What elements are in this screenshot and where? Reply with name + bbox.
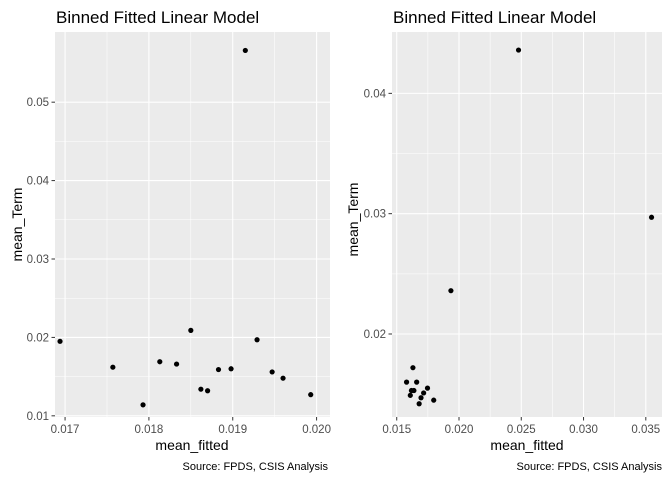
right-x-tick-label: 0.015	[382, 424, 411, 436]
chart-left-y-axis-title: mean_Term	[9, 188, 25, 262]
right-data-point	[424, 385, 431, 391]
left-y-tick-label: 0.03	[27, 254, 49, 266]
left-data-point	[173, 361, 180, 367]
left-data-point	[198, 386, 204, 392]
left-data-point	[254, 337, 260, 343]
chart-left-panel	[55, 32, 330, 417]
left-y-tick-label: 0.02	[27, 332, 49, 344]
chart-left-x-axis-title: mean_fitted	[155, 437, 228, 453]
right-data-point	[410, 365, 416, 371]
chart-left-x-ticks: 0.017 0.018 0.019 0.020	[51, 417, 331, 436]
left-x-tick-label: 0.018	[135, 424, 164, 436]
chart-right-y-axis-title: mean_Term	[345, 183, 361, 257]
right-x-tick-label: 0.025	[507, 424, 536, 436]
chart-right-x-axis-title: mean_fitted	[490, 437, 563, 453]
chart-right-title: Binned Fitted Linear Model	[393, 8, 596, 27]
right-data-point	[421, 390, 427, 396]
right-data-point	[448, 288, 454, 294]
chart-right-caption: Source: FPDS, CSIS Analysis	[517, 461, 663, 473]
right-data-point	[416, 401, 422, 407]
right-data-point	[414, 379, 420, 385]
chart-right-x-ticks: 0.015 0.020 0.025 0.030 0.035	[382, 417, 660, 436]
left-data-point	[140, 402, 146, 408]
left-data-point	[308, 392, 314, 398]
chart-left-y-ticks: 0.01 0.02 0.03 0.04 0.05	[27, 97, 55, 423]
right-x-tick-label: 0.030	[569, 424, 598, 436]
left-data-point	[57, 338, 63, 344]
right-data-point	[411, 387, 417, 394]
right-data-point	[515, 47, 522, 53]
left-y-tick-label: 0.05	[27, 97, 49, 109]
chart-right-panel	[392, 32, 662, 417]
left-data-point	[188, 327, 194, 333]
chart-right-points	[403, 47, 655, 407]
chart-left: Binned Fitted Linear Model 0.017 0.018 0.0…	[9, 8, 331, 473]
left-data-point	[157, 359, 163, 365]
chart-left-gridlines	[55, 32, 330, 417]
left-y-tick-label: 0.01	[27, 411, 49, 423]
right-data-point	[431, 397, 437, 403]
left-data-point	[110, 364, 116, 370]
chart-right-y-ticks: 0.02 0.03 0.04	[364, 88, 392, 341]
right-data-point	[403, 379, 410, 385]
chart-left-points	[57, 47, 314, 408]
left-data-point	[204, 388, 211, 394]
right-y-tick-label: 0.04	[364, 88, 387, 100]
left-data-point	[228, 366, 234, 372]
left-x-tick-label: 0.017	[51, 424, 80, 436]
left-x-tick-label: 0.020	[302, 424, 331, 436]
right-data-point	[407, 392, 413, 398]
chart-left-title: Binned Fitted Linear Model	[56, 8, 259, 27]
left-x-tick-label: 0.019	[218, 424, 247, 436]
left-data-point	[242, 47, 248, 54]
right-x-tick-label: 0.020	[445, 424, 474, 436]
left-data-point	[280, 375, 286, 381]
right-data-point	[648, 214, 655, 220]
chart-right: Binned Fitted Linear Model 0.015 0.020 0.0…	[345, 8, 662, 473]
left-data-point	[269, 369, 275, 375]
right-x-tick-label: 0.035	[631, 424, 660, 436]
right-data-point	[418, 395, 424, 401]
chart-right-gridlines	[392, 32, 662, 417]
chart-left-caption: Source: FPDS, CSIS Analysis	[183, 461, 329, 473]
right-y-tick-label: 0.03	[364, 209, 386, 221]
right-y-tick-label: 0.02	[364, 329, 386, 341]
left-data-point	[215, 366, 222, 373]
left-y-tick-label: 0.04	[27, 176, 50, 188]
